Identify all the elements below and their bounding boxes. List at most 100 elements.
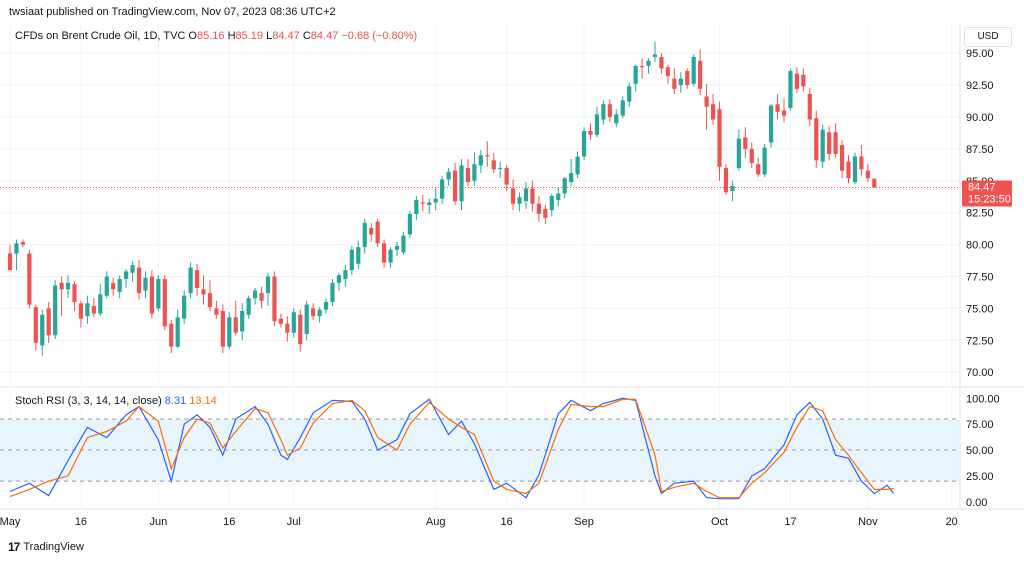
candle-body bbox=[652, 54, 658, 57]
candle bbox=[749, 142, 754, 169]
stoch-axis: 0.00 25.00 50.00 75.00 100.00 bbox=[966, 393, 1000, 509]
candle-body bbox=[730, 185, 735, 191]
candle-body bbox=[27, 253, 32, 305]
candle-body bbox=[130, 265, 135, 273]
candle bbox=[710, 93, 716, 125]
candle-body bbox=[304, 304, 309, 334]
candle-body bbox=[65, 282, 71, 290]
candle bbox=[801, 68, 806, 92]
candle-body bbox=[214, 308, 219, 315]
legend-c-value: 84.47 bbox=[311, 30, 342, 42]
price-tick-label: 80.00 bbox=[966, 240, 994, 252]
last-price-label: 84.47 bbox=[968, 182, 996, 194]
candle bbox=[575, 151, 580, 179]
candle-body bbox=[343, 270, 348, 280]
candle bbox=[362, 219, 367, 254]
candle-body bbox=[485, 155, 490, 157]
candle bbox=[446, 168, 451, 186]
candle bbox=[323, 298, 329, 314]
candle-body bbox=[53, 285, 58, 336]
candle bbox=[420, 194, 425, 212]
candle-body bbox=[569, 173, 574, 183]
candle-body bbox=[846, 161, 851, 179]
candle bbox=[407, 211, 412, 239]
candle bbox=[607, 99, 612, 123]
candle-body bbox=[349, 249, 354, 271]
candle bbox=[72, 281, 77, 311]
legend-o-value: 85.16 bbox=[197, 30, 228, 42]
candle bbox=[549, 193, 554, 217]
candle bbox=[7, 244, 13, 271]
candle bbox=[304, 300, 309, 341]
stoch-tick-label: 50.00 bbox=[966, 445, 994, 457]
stoch-d-line bbox=[9, 398, 894, 499]
tradingview-logo-text: TradingView bbox=[23, 541, 84, 553]
candle bbox=[839, 139, 845, 179]
candle bbox=[253, 287, 258, 305]
candle-body bbox=[233, 317, 238, 333]
candle-body bbox=[827, 132, 832, 154]
candle-body bbox=[117, 279, 122, 292]
candle bbox=[478, 150, 483, 174]
candle-body bbox=[382, 243, 387, 263]
chart-area[interactable]: 70.0072.5075.0077.5080.0082.5085.0087.50… bbox=[0, 22, 1024, 534]
candle-body bbox=[691, 56, 696, 84]
candle bbox=[730, 180, 735, 202]
candle bbox=[53, 280, 58, 340]
candle-body bbox=[156, 279, 161, 309]
candle-body bbox=[640, 65, 645, 68]
candle-body bbox=[472, 164, 477, 181]
candle-body bbox=[407, 213, 412, 235]
time-tick-label: May bbox=[0, 516, 21, 528]
candle-body bbox=[420, 202, 425, 204]
candle bbox=[98, 284, 103, 317]
candle-body bbox=[33, 307, 38, 343]
candle bbox=[382, 239, 387, 268]
candle-body bbox=[511, 188, 516, 204]
candle-body bbox=[594, 114, 600, 135]
price-tick-label: 92.50 bbox=[966, 80, 994, 92]
candle-body bbox=[14, 243, 19, 254]
candle-body bbox=[717, 109, 722, 167]
candle-body bbox=[278, 318, 283, 324]
tradingview-logo[interactable]: 17 TradingView bbox=[8, 540, 84, 554]
candle bbox=[601, 100, 606, 125]
candle-body bbox=[220, 310, 225, 347]
candle bbox=[169, 319, 174, 354]
candle-body bbox=[175, 317, 180, 347]
candle-body bbox=[627, 86, 632, 102]
time-axis: May 16 Jun 16 Jul Aug 16 Sep Oct 17 Nov 20 bbox=[0, 516, 958, 528]
candle bbox=[117, 275, 122, 299]
candle-body bbox=[762, 147, 767, 175]
candle-body bbox=[336, 275, 342, 283]
candle bbox=[433, 187, 438, 211]
candle-body bbox=[285, 323, 290, 333]
candle bbox=[588, 123, 593, 140]
candle-body bbox=[607, 104, 612, 117]
candle-body bbox=[852, 156, 858, 183]
candle bbox=[569, 159, 574, 186]
currency-button[interactable]: USD bbox=[964, 27, 1012, 47]
candle-body bbox=[91, 305, 96, 314]
candle-body bbox=[188, 267, 193, 294]
candle bbox=[369, 222, 374, 243]
candle bbox=[781, 99, 787, 123]
price-legend-title: CFDs on Brent Crude Oil, 1D, TVC bbox=[15, 30, 188, 42]
candle bbox=[543, 205, 548, 225]
candle bbox=[614, 109, 619, 128]
candle-body bbox=[801, 74, 806, 87]
candle-body bbox=[633, 65, 638, 84]
legend-l-value: 84.47 bbox=[272, 30, 303, 42]
candle-body bbox=[646, 60, 651, 66]
candle-body bbox=[330, 282, 335, 303]
candle-body bbox=[240, 310, 245, 332]
candle-body bbox=[465, 168, 471, 183]
candle bbox=[427, 198, 432, 214]
candle bbox=[511, 179, 516, 211]
candle bbox=[452, 162, 458, 206]
candle bbox=[485, 141, 490, 167]
tradingview-logo-icon: 17 bbox=[8, 540, 20, 554]
candle-body bbox=[704, 96, 709, 107]
candle-body bbox=[375, 221, 380, 244]
candle-body bbox=[433, 198, 438, 203]
